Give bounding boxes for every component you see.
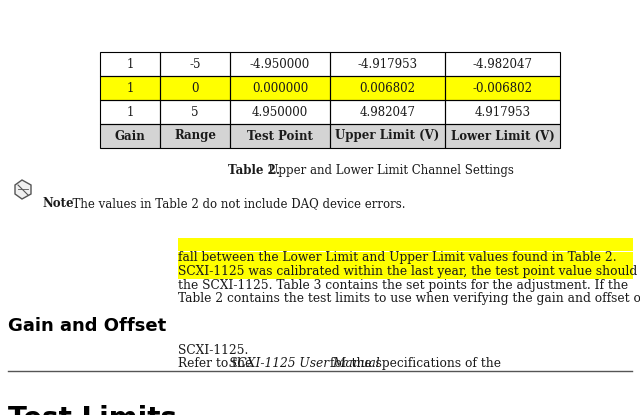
Text: Upper and Lower Limit Channel Settings: Upper and Lower Limit Channel Settings <box>261 164 514 177</box>
Bar <box>230 76 330 100</box>
Bar <box>445 76 560 100</box>
Bar <box>160 124 230 148</box>
Bar <box>230 100 330 124</box>
Bar <box>178 265 633 278</box>
Text: 4.917953: 4.917953 <box>474 105 531 119</box>
Text: Test Point: Test Point <box>247 129 313 142</box>
Text: 1: 1 <box>126 58 134 71</box>
Bar <box>330 52 445 76</box>
Text: -5: -5 <box>189 58 201 71</box>
Text: the SCXI-1125. Table 3 contains the set points for the adjustment. If the: the SCXI-1125. Table 3 contains the set … <box>178 278 628 291</box>
Bar <box>100 124 160 148</box>
Bar <box>330 76 445 100</box>
Text: for the specifications of the: for the specifications of the <box>326 357 501 370</box>
Bar <box>100 52 160 76</box>
Bar <box>160 100 230 124</box>
Text: 5: 5 <box>191 105 199 119</box>
Text: Test Limits: Test Limits <box>8 405 177 415</box>
Bar <box>178 238 633 251</box>
Text: fall between the Lower Limit and Upper Limit values found in Table 2.: fall between the Lower Limit and Upper L… <box>178 251 616 264</box>
Bar <box>160 52 230 76</box>
Text: Table 2 contains the test limits to use when verifying the gain and offset of: Table 2 contains the test limits to use … <box>178 292 640 305</box>
Bar <box>445 124 560 148</box>
Text: Range: Range <box>174 129 216 142</box>
Bar <box>230 124 330 148</box>
Text: SCXI-1125 was calibrated within the last year, the test point value should: SCXI-1125 was calibrated within the last… <box>178 265 637 278</box>
Bar <box>230 124 330 148</box>
Text: 0: 0 <box>191 81 199 95</box>
Bar <box>330 124 445 148</box>
Bar <box>230 52 330 76</box>
Text: Upper Limit (V): Upper Limit (V) <box>335 129 440 142</box>
Text: SCXI-1125.: SCXI-1125. <box>178 344 248 357</box>
Text: -4.950000: -4.950000 <box>250 58 310 71</box>
Text: 1: 1 <box>126 81 134 95</box>
Bar <box>160 52 230 76</box>
Text: 4.950000: 4.950000 <box>252 105 308 119</box>
Text: Note: Note <box>42 197 74 210</box>
Text: SCXI-1125 User Manual: SCXI-1125 User Manual <box>229 357 380 370</box>
Bar <box>100 52 160 76</box>
Text: 0.000000: 0.000000 <box>252 81 308 95</box>
Text: 0.006802: 0.006802 <box>360 81 415 95</box>
Bar <box>445 100 560 124</box>
Text: Gain: Gain <box>115 129 145 142</box>
Bar <box>160 76 230 100</box>
Bar <box>100 76 160 100</box>
Text: Lower Limit (V): Lower Limit (V) <box>451 129 554 142</box>
Bar <box>230 76 330 100</box>
Polygon shape <box>15 180 31 199</box>
Text: 4.982047: 4.982047 <box>360 105 415 119</box>
Bar <box>178 251 633 265</box>
Bar <box>330 100 445 124</box>
Bar <box>160 124 230 148</box>
Bar <box>445 52 560 76</box>
Bar <box>330 52 445 76</box>
Text: Refer to the: Refer to the <box>178 357 256 370</box>
Bar <box>230 52 330 76</box>
Bar <box>330 76 445 100</box>
Text: Gain and Offset: Gain and Offset <box>8 317 166 335</box>
Bar <box>445 76 560 100</box>
Bar <box>445 100 560 124</box>
Bar <box>445 124 560 148</box>
Text: -0.006802: -0.006802 <box>472 81 532 95</box>
Text: -4.917953: -4.917953 <box>357 58 417 71</box>
Bar <box>445 52 560 76</box>
Bar <box>330 124 445 148</box>
Text: -4.982047: -4.982047 <box>472 58 532 71</box>
Text: 1: 1 <box>126 105 134 119</box>
Bar <box>100 76 160 100</box>
Bar <box>100 124 160 148</box>
Bar <box>160 100 230 124</box>
Text: Table 2.: Table 2. <box>228 164 280 177</box>
Bar <box>100 100 160 124</box>
Bar <box>230 100 330 124</box>
Text: The values in Table 2 do not include DAQ device errors.: The values in Table 2 do not include DAQ… <box>65 197 406 210</box>
Bar <box>100 100 160 124</box>
Bar <box>160 76 230 100</box>
Bar <box>330 100 445 124</box>
